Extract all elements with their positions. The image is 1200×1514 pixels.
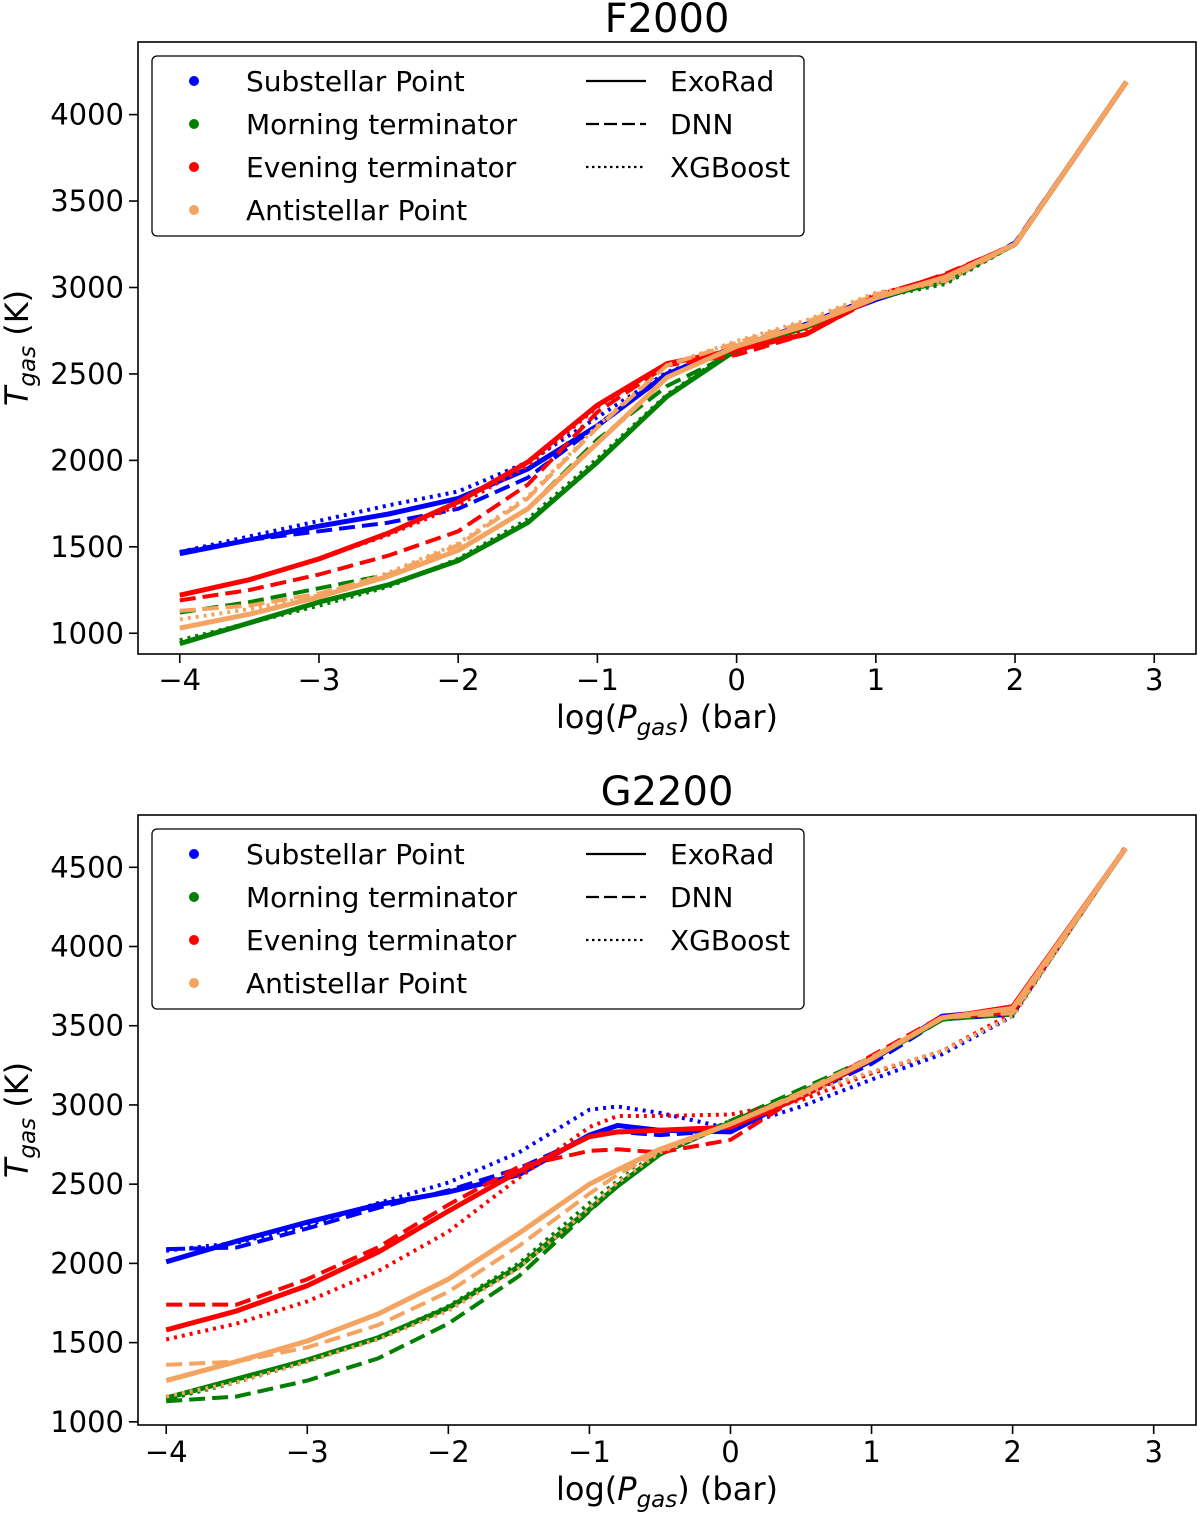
legend: Substellar Point Morning terminator Evenin… (151, 828, 805, 1010)
x-tick-label: −4 (145, 1435, 188, 1469)
legend-marker (189, 849, 199, 859)
legend-label: XGBoost (670, 924, 790, 957)
x-tick-label: 1 (867, 663, 885, 697)
legend-label: Substellar Point (246, 838, 465, 871)
plot-frame (137, 814, 1197, 1426)
legend-label: Morning terminator (246, 881, 518, 914)
series-line-substellar-point-xgboost (179, 80, 1129, 554)
x-tick-label: −2 (437, 663, 480, 697)
series-group (179, 80, 1129, 646)
y-tick-label: 2000 (50, 1246, 124, 1280)
legend-label: Antistellar Point (246, 194, 467, 227)
y-tick-label: 2500 (50, 1167, 124, 1201)
legend-marker (189, 935, 199, 945)
chart-title: F2000 (605, 0, 730, 42)
legend-label: Evening terminator (246, 924, 517, 957)
legend-label: DNN (670, 881, 733, 914)
x-tick-label: 1 (862, 1435, 880, 1469)
legend-label: Evening terminator (246, 151, 517, 184)
x-tick-label: 3 (1145, 663, 1163, 697)
legend-marker (189, 205, 199, 215)
legend-label: Morning terminator (246, 108, 518, 141)
y-tick-label: 3000 (50, 1088, 124, 1122)
x-tick-label: 0 (727, 663, 745, 697)
series-group (165, 845, 1128, 1404)
series-line-antistellar-point-xgboost (179, 80, 1129, 622)
y-axis-label: Tgas (K) (0, 1062, 41, 1178)
x-tick-label: 2 (1003, 1435, 1021, 1469)
legend-marker (189, 119, 199, 129)
y-tick-label: 1500 (50, 1326, 124, 1360)
x-tick-label: −3 (298, 663, 341, 697)
legend-box (151, 55, 805, 237)
y-tick-label: 1000 (50, 1405, 124, 1439)
x-axis-label: log(Pgas) (bar) (556, 1470, 778, 1513)
series-line-antistellar-point-dnn (166, 847, 1128, 1367)
x-tick-label: −1 (576, 663, 619, 697)
chart-panel-2: G2200 −4 −3 −2 −1 0 1 2 3 1000 1500 2000 2500 3000 350… (0, 769, 1197, 1513)
x-tick-label: −2 (427, 1435, 470, 1469)
plot-frame (137, 41, 1197, 655)
x-tick-label: −1 (568, 1435, 611, 1469)
y-tick-label: 3000 (50, 270, 124, 304)
y-tick-label: 1000 (50, 616, 124, 650)
series-line-substellar-point-xgboost (165, 845, 1128, 1253)
legend: Substellar Point Morning terminator Evenin… (151, 55, 805, 237)
legend-label: ExoRad (670, 838, 774, 871)
legend-label: XGBoost (670, 151, 790, 184)
chart-panel-1: F2000 −4 −3 −2 −1 0 1 2 3 1000 1500 2000 2500 3000 350… (0, 0, 1197, 741)
y-tick-label: 3500 (50, 1009, 124, 1043)
series-line-evening-terminator-xgboost (179, 80, 1129, 598)
x-tick-label: 3 (1144, 1435, 1162, 1469)
y-tick-label: 3500 (50, 184, 124, 218)
legend-marker (189, 162, 199, 172)
series-line-evening-terminator-dnn (179, 80, 1129, 603)
x-tick-label: 0 (721, 1435, 739, 1469)
legend-label: ExoRad (670, 65, 774, 98)
legend-label: Substellar Point (246, 65, 465, 98)
y-tick-label: 4000 (50, 98, 124, 132)
legend-label: DNN (670, 108, 733, 141)
legend-marker (189, 892, 199, 902)
x-tick-label: 2 (1006, 663, 1024, 697)
y-tick-label: 4000 (50, 930, 124, 964)
legend-marker (189, 978, 199, 988)
x-axis-label: log(Pgas) (bar) (556, 698, 778, 741)
x-tick-label: −3 (286, 1435, 329, 1469)
y-tick-label: 2500 (50, 357, 124, 391)
y-axis-label: Tgas (K) (0, 290, 41, 406)
y-tick-label: 2000 (50, 443, 124, 477)
legend-label: Antistellar Point (246, 967, 467, 1000)
legend-box (151, 828, 805, 1010)
series-line-morning-terminator-xgboost (179, 80, 1129, 643)
chart-title: G2200 (601, 769, 734, 815)
x-tick-label: −4 (158, 663, 201, 697)
y-tick-label: 4500 (50, 850, 124, 884)
legend-marker (189, 76, 199, 86)
y-tick-label: 1500 (50, 530, 124, 564)
series-line-antistellar-point-xgboost (165, 847, 1128, 1399)
